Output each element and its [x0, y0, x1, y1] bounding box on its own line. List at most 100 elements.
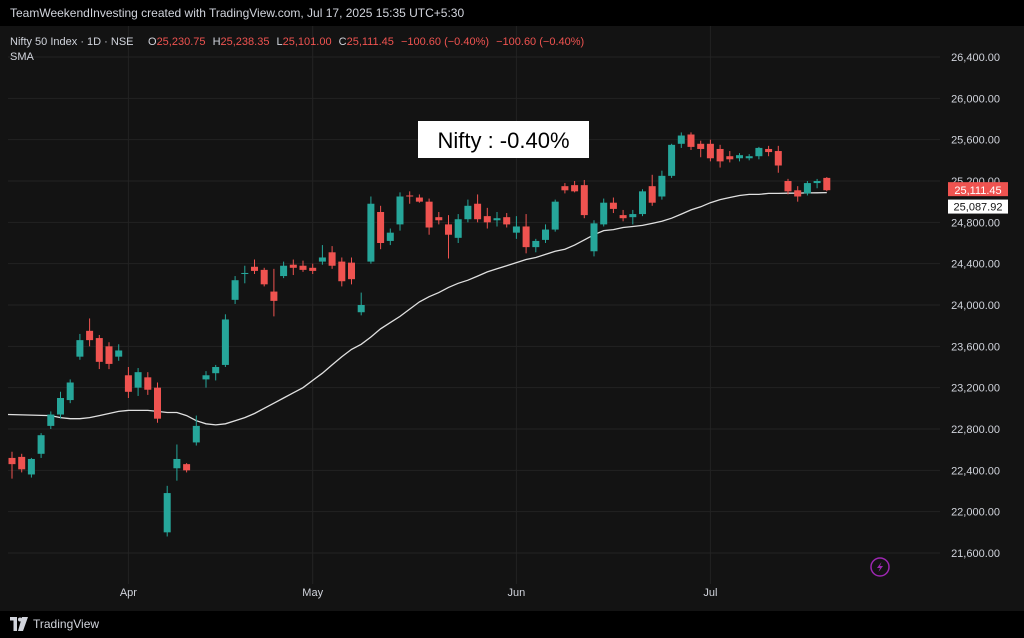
- candle-body: [406, 195, 414, 197]
- candle-body: [76, 340, 84, 357]
- candle: [590, 220, 598, 257]
- price-axis[interactable]: 21,600.00 22,000.00 22,400.00 22,800.00 23,2…: [951, 52, 1000, 560]
- candle-body: [736, 155, 743, 159]
- candle: [406, 191, 414, 204]
- candle: [212, 364, 220, 381]
- candle: [736, 153, 743, 162]
- candlestick-chart[interactable]: 21,600.00 22,000.00 22,400.00 22,800.00 23,2…: [0, 26, 1024, 611]
- y-tick-label: 22,400.00: [951, 465, 1000, 477]
- candle-body: [619, 215, 627, 219]
- time-axis[interactable]: Apr May Jun Jul: [120, 587, 718, 599]
- candle-body: [706, 143, 714, 159]
- candle: [561, 183, 569, 194]
- candle: [658, 170, 666, 200]
- candle: [629, 209, 637, 225]
- lightning-icon[interactable]: [870, 557, 890, 577]
- y-tick-label: 24,800.00: [951, 217, 1000, 229]
- candles-layer: [8, 132, 831, 537]
- annotation-box[interactable]: Nifty : -0.40%: [418, 121, 589, 158]
- legend-change-2: −100.60 (−0.40%): [496, 36, 584, 48]
- candle: [639, 189, 646, 217]
- tradingview-logo[interactable]: TradingView: [10, 617, 99, 631]
- candle: [260, 267, 268, 287]
- candle-body: [115, 350, 123, 357]
- candle-body: [474, 203, 482, 220]
- candle-body: [794, 190, 802, 197]
- candle: [386, 228, 394, 246]
- candle-body: [493, 218, 501, 221]
- candle: [377, 205, 385, 250]
- candle-body: [658, 175, 666, 197]
- candle-body: [551, 201, 559, 230]
- candle-body: [18, 456, 26, 470]
- candle: [241, 265, 249, 284]
- candle-body: [241, 272, 249, 274]
- candle-body: [260, 269, 268, 285]
- sma-layer: [7, 191, 827, 426]
- candle: [464, 199, 472, 223]
- candle-body: [251, 266, 258, 271]
- candle: [445, 215, 452, 259]
- legend-low-label: L: [277, 36, 283, 48]
- sma-price-tag-text: 25,087.92: [954, 202, 1003, 214]
- legend-ohlc: O25,230.75 H25,238.35 L25,101.00 C25,111…: [148, 36, 584, 48]
- candle-body: [454, 219, 462, 238]
- footer-bar: TradingView: [0, 611, 1024, 638]
- tradingview-logo-icon: [10, 617, 28, 631]
- candle-body: [386, 232, 394, 241]
- candle-body: [66, 382, 74, 401]
- candle-body: [716, 148, 724, 162]
- chart-area[interactable]: 21,600.00 22,000.00 22,400.00 22,800.00 23,2…: [0, 26, 1024, 611]
- candle-body: [609, 202, 617, 209]
- chart-caption-bar: TeamWeekendInvesting created with Tradin…: [0, 0, 1024, 26]
- candle-body: [8, 457, 16, 465]
- candle: [571, 181, 579, 193]
- candle-body: [270, 291, 278, 301]
- candle: [173, 444, 181, 481]
- candle-body: [425, 201, 433, 228]
- candle-body: [289, 264, 297, 268]
- candle: [134, 368, 142, 396]
- sma-price-tag: [948, 199, 1008, 214]
- candle: [503, 213, 511, 228]
- candle: [144, 372, 152, 395]
- candle: [318, 245, 326, 265]
- candle-body: [57, 398, 64, 415]
- chart-caption: TeamWeekendInvesting created with Tradin…: [10, 6, 465, 20]
- candle-body: [367, 203, 375, 262]
- candle-body: [163, 493, 171, 533]
- candle-body: [231, 280, 239, 300]
- candle: [289, 259, 297, 276]
- candle-body: [629, 214, 637, 218]
- candle-body: [823, 177, 831, 191]
- candle: [425, 198, 433, 235]
- price-tags: 25,111.45 25,087.92: [948, 182, 1008, 214]
- annotation-text: Nifty : -0.40%: [437, 128, 569, 153]
- legend-indicator-sma[interactable]: SMA: [10, 51, 35, 63]
- x-tick-label: Jun: [508, 587, 526, 599]
- candle-body: [154, 387, 161, 419]
- candle: [435, 212, 443, 225]
- candle: [648, 174, 656, 206]
- candle-body: [503, 217, 511, 225]
- y-tick-label: 24,400.00: [951, 259, 1000, 271]
- candle: [309, 263, 317, 274]
- candle: [27, 457, 35, 478]
- candle-body: [415, 197, 423, 202]
- candle: [784, 178, 792, 195]
- candle: [823, 177, 831, 192]
- candle: [76, 333, 84, 360]
- lightning-icon-ring: [870, 557, 890, 577]
- candle: [270, 268, 278, 317]
- candle-body: [318, 257, 326, 262]
- candle: [542, 224, 549, 243]
- candle: [221, 314, 229, 367]
- candle-body: [202, 375, 210, 380]
- candle: [522, 214, 530, 254]
- candle: [37, 433, 45, 458]
- candle: [609, 197, 617, 214]
- candle-body: [512, 226, 520, 233]
- candle: [687, 132, 695, 150]
- y-tick-label: 26,400.00: [951, 52, 1000, 64]
- candle: [163, 485, 171, 537]
